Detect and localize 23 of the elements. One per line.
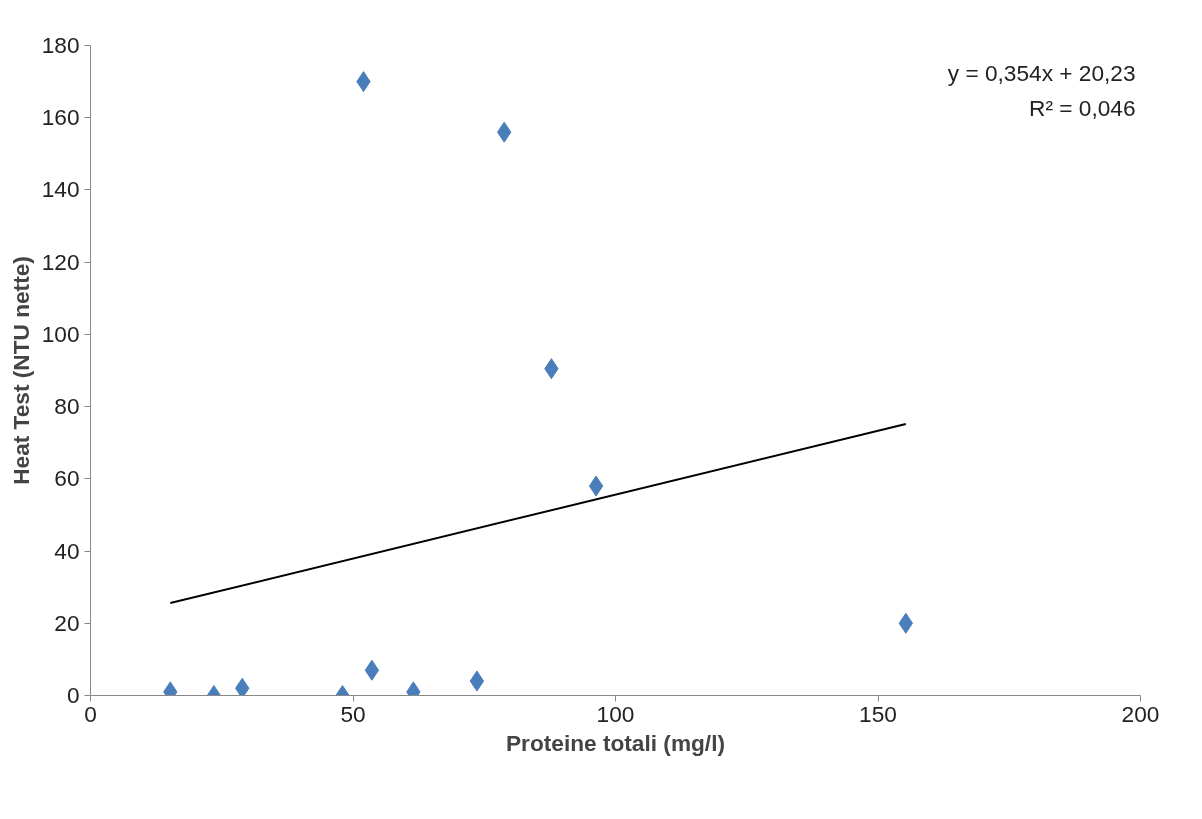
y-tick-label: 120 xyxy=(41,248,80,275)
annotation: R² = 0,046 xyxy=(1029,94,1136,121)
annotation: y = 0,354x + 20,23 xyxy=(947,59,1136,86)
point xyxy=(588,475,604,497)
x-tick-label: 150 xyxy=(859,700,897,727)
y-tick-label: 20 xyxy=(54,609,80,636)
x-tick-label: 100 xyxy=(596,700,635,727)
x-tick-label: 50 xyxy=(340,700,366,727)
y-tick-label: 100 xyxy=(41,320,80,347)
point xyxy=(469,670,485,692)
y-tick-label: 80 xyxy=(54,393,80,420)
x-axis-title: Proteine totali (mg/l) xyxy=(505,729,726,756)
y-tick-label: 40 xyxy=(54,537,80,564)
y-axis-title: Heat Test (NTU nette) xyxy=(7,256,34,485)
y-tick-label: 140 xyxy=(41,176,80,203)
point xyxy=(235,677,250,696)
y-tick-label: 180 xyxy=(41,32,80,58)
y-tick-label: 0 xyxy=(66,682,80,708)
point xyxy=(364,659,380,681)
x-tick-label: 200 xyxy=(1121,700,1160,727)
x-tick-label: 0 xyxy=(84,700,97,727)
y-tick-label: 60 xyxy=(54,465,80,492)
y-tick-label: 160 xyxy=(41,104,80,131)
